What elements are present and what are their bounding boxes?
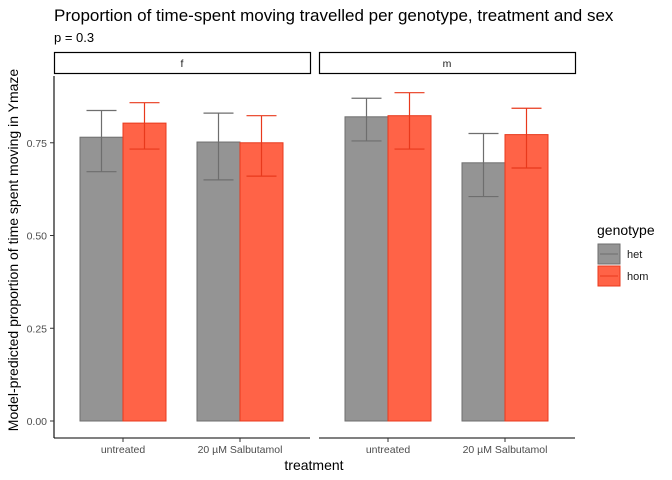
legend-title: genotype bbox=[597, 222, 655, 238]
y-axis-title: Model-predicted proportion of time spent… bbox=[5, 69, 21, 432]
legend-label-het: het bbox=[627, 249, 642, 261]
x-tick-label: 20 µM Salbutamol bbox=[198, 444, 283, 456]
legend-label-hom: hom bbox=[627, 271, 648, 283]
facet-strip bbox=[318, 51, 577, 75]
facet-strip-label: m bbox=[443, 58, 452, 70]
x-axis-title: treatment bbox=[284, 457, 343, 473]
x-tick-label: untreated bbox=[101, 444, 146, 456]
chart-subtitle: p = 0.3 bbox=[54, 30, 94, 45]
bar-het-m bbox=[344, 116, 389, 422]
y-tick-label: 0.25 bbox=[27, 323, 48, 335]
chart-title: Proportion of time-spent moving travelle… bbox=[54, 6, 614, 25]
x-tick-label: untreated bbox=[366, 444, 411, 456]
facet-panel-f: f untreated 20 µM Salbutamol bbox=[53, 51, 312, 456]
facet-strip bbox=[53, 51, 312, 75]
bar-het-f bbox=[196, 141, 241, 422]
bar-hom-f bbox=[239, 142, 284, 422]
legend: genotype het hom bbox=[597, 222, 655, 287]
y-axis: 0.00 0.25 0.50 0.75 bbox=[27, 76, 55, 438]
facet-panels: f untreated 20 µM Salbutamol m untreated 20 µ… bbox=[53, 51, 577, 456]
y-tick-label: 0.75 bbox=[27, 138, 48, 150]
x-tick-label: 20 µM Salbutamol bbox=[463, 444, 548, 456]
bar-het-m bbox=[461, 162, 506, 422]
y-tick-label: 0.00 bbox=[27, 416, 48, 428]
y-tick-label: 0.50 bbox=[27, 231, 48, 243]
facet-panel-m: m untreated 20 µM Salbutamol bbox=[318, 51, 577, 456]
bar-het-f bbox=[79, 136, 124, 422]
facet-strip-label: f bbox=[181, 58, 184, 70]
bar-hom-m bbox=[387, 115, 432, 422]
bar-hom-m bbox=[504, 134, 549, 422]
bar-hom-f bbox=[122, 122, 167, 422]
